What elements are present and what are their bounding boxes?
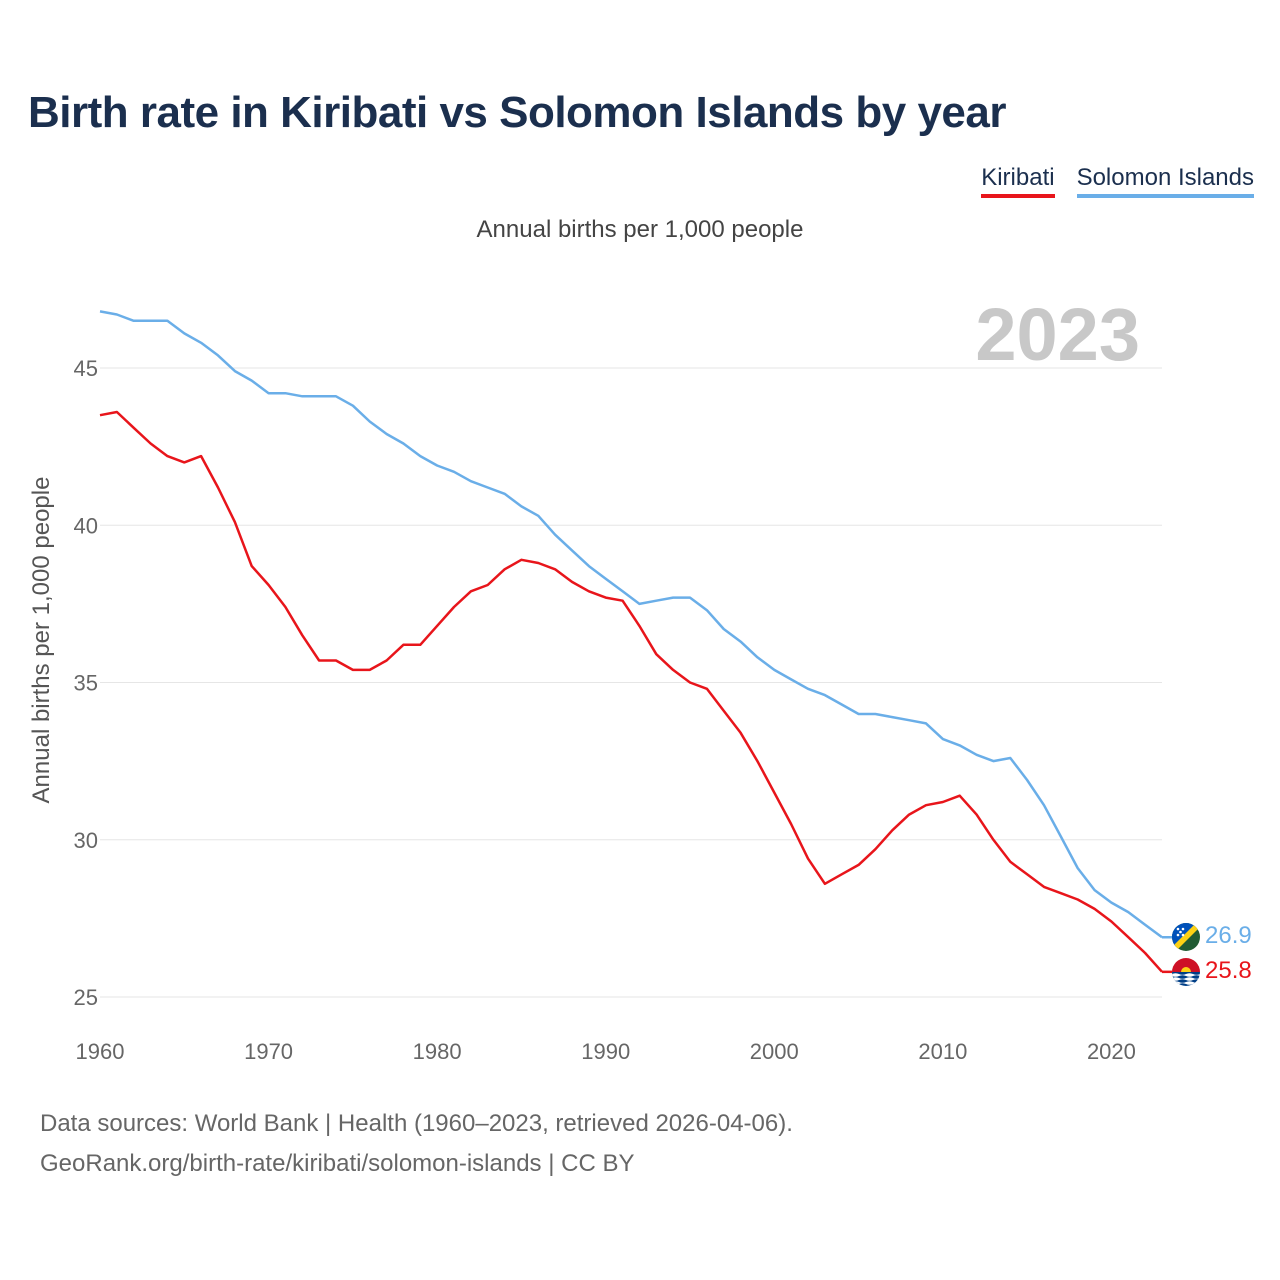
x-tick-label-1980: 1980	[413, 1039, 462, 1064]
end-label-solomon-islands: 26.9	[1205, 922, 1252, 950]
source-line: Data sources: World Bank | Health (1960–…	[40, 1110, 793, 1137]
end-label-kiribati: 25.8	[1205, 956, 1252, 984]
year-watermark: 2023	[975, 293, 1140, 376]
chart-subtitle: Annual births per 1,000 people	[476, 216, 804, 243]
x-tick-label-1990: 1990	[581, 1039, 630, 1064]
solomon-islands-flag-icon	[1172, 923, 1200, 952]
footer: Data sources: World Bank | Health (1960–…	[40, 1104, 793, 1184]
chart-title: Birth rate in Kiribati vs Solomon Island…	[28, 88, 1006, 137]
y-tick-label-35: 35	[74, 671, 98, 696]
legend-item-solomon-islands[interactable]: Solomon Islands	[1076, 164, 1254, 198]
x-tick-label-1960: 1960	[76, 1039, 125, 1064]
url-line[interactable]: GeoRank.org/birth-rate/kiribati/solomon-…	[40, 1150, 635, 1177]
y-tick-label-30: 30	[74, 828, 98, 853]
legend: Kiribati Solomon Islands	[981, 164, 1254, 198]
series-line-kiribati	[99, 410, 1163, 973]
x-tick-label-1970: 1970	[244, 1039, 293, 1064]
series-line-solomon-islands	[99, 310, 1163, 939]
y-tick-label-40: 40	[74, 513, 98, 538]
x-tick-label-2010: 2010	[918, 1039, 967, 1064]
legend-item-kiribati[interactable]: Kiribati	[981, 164, 1055, 198]
x-tick-label-2020: 2020	[1087, 1039, 1136, 1064]
x-tick-label-2000: 2000	[750, 1039, 799, 1064]
y-tick-label-25: 25	[74, 985, 98, 1010]
kiribati-flag-icon	[1172, 957, 1200, 986]
y-tick-label-45: 45	[74, 356, 98, 381]
